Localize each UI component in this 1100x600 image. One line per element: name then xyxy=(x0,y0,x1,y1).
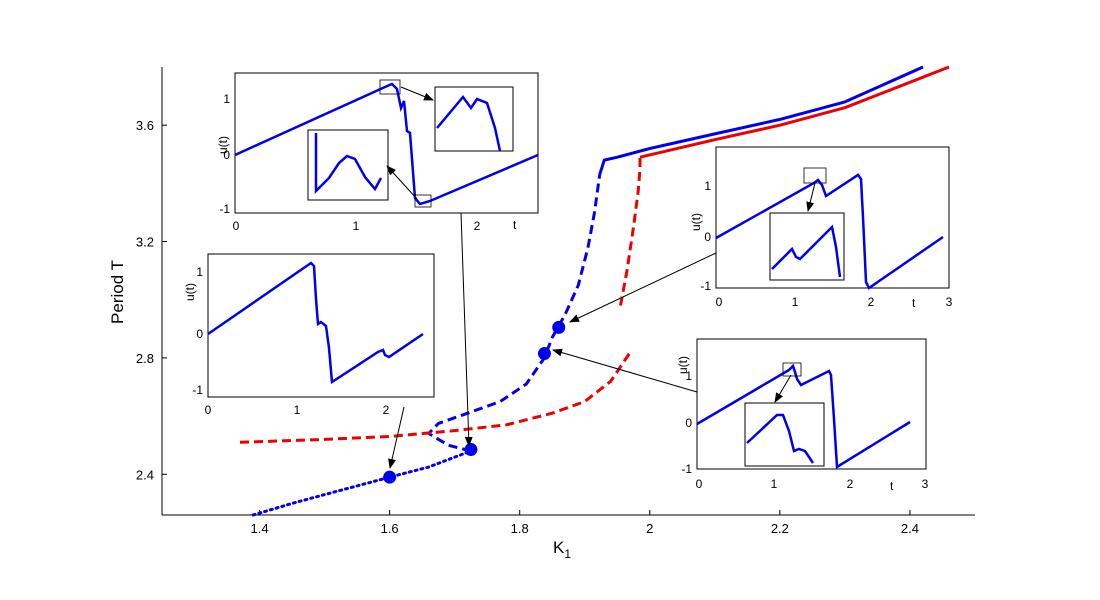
inset-c-xtick-0: 0 xyxy=(716,295,723,309)
solution-marker xyxy=(464,443,478,457)
x-ticks: 1.4 1.6 1.8 2 2.2 2.4 xyxy=(251,510,919,536)
x-tick-label: 2 xyxy=(646,521,653,536)
y-ticks: 2.4 2.8 3.2 3.6 xyxy=(136,118,167,482)
inset-b-ytick-1: 1 xyxy=(196,265,203,279)
red-dashed-branch-4 xyxy=(619,157,642,306)
inset-c-ytick-1: 1 xyxy=(704,179,711,193)
arrow-inset-c xyxy=(569,252,717,323)
inset-d-zoom xyxy=(744,402,825,467)
inset-b-ytick-0: 0 xyxy=(196,327,203,341)
blue-dotted-branch-0 xyxy=(251,449,473,517)
arrow-inset-a xyxy=(460,212,473,447)
inset-d-xtick-2: 2 xyxy=(847,477,854,491)
inset-c-zoom xyxy=(769,212,845,281)
y-tick-label: 2.8 xyxy=(136,351,154,366)
inset-a-ytick-0: 0 xyxy=(223,148,230,162)
x-tick-label: 1.8 xyxy=(511,521,529,536)
inset-a-ytick-m1: -1 xyxy=(219,202,230,216)
inset-c-xtick-1: 1 xyxy=(792,295,799,309)
inset-d-ylabel: u(t) xyxy=(676,356,690,374)
inset-a-xtick-1: 1 xyxy=(353,219,360,233)
inset-a-zoom-1-arrow xyxy=(400,86,434,101)
inset-b-frame xyxy=(207,253,435,398)
inset-a-zoom-1-frame xyxy=(434,86,514,152)
inset-d-ytick-0: 0 xyxy=(685,416,692,430)
inset-d-curve xyxy=(696,363,911,470)
inset-a-zoom-2 xyxy=(307,129,389,201)
arrow-inset-d xyxy=(552,348,698,393)
inset-a-xlabel: t xyxy=(513,218,517,232)
inset-d-xlabel: t xyxy=(890,479,894,493)
inset-a-zoom-1-curve xyxy=(436,94,502,152)
inset-d-ytick-1: 1 xyxy=(685,369,692,383)
x-axis-label-main: K xyxy=(553,538,565,557)
curves xyxy=(239,65,950,517)
inset-c-curve xyxy=(715,173,944,290)
inset-b-xtick-2: 2 xyxy=(383,403,390,417)
inset-a-zoom-2-curve xyxy=(314,133,383,195)
inset-a-ylabel: u(t) xyxy=(216,136,230,154)
inset-a-zoom-box-2 xyxy=(414,194,432,208)
solution-marker xyxy=(552,320,566,334)
blue-solid-branch-2 xyxy=(598,65,924,176)
inset-b: u(t) 1 0 -1 0 1 2 xyxy=(183,253,435,417)
inset-b-ytick-m1: -1 xyxy=(192,383,203,397)
inset-c-zoom-frame xyxy=(769,212,845,281)
inset-d-xtick-1: 1 xyxy=(771,477,778,491)
inset-a-zoom-2-arrow xyxy=(386,165,418,200)
inset-a-xtick-0: 0 xyxy=(233,219,240,233)
solution-marker xyxy=(383,470,397,484)
inset-d-zoom-arrow xyxy=(774,374,792,403)
inset-c-zoom-arrow xyxy=(806,182,816,212)
inset-a-xtick-2: 2 xyxy=(474,219,481,233)
y-tick-label: 2.4 xyxy=(136,467,154,482)
inset-d-zoom-frame xyxy=(744,402,825,467)
pointer-arrows xyxy=(388,212,717,469)
solution-marker xyxy=(537,347,551,361)
inset-d-xtick-0: 0 xyxy=(696,477,703,491)
x-axis-label: K1 xyxy=(553,538,571,561)
inset-c-xtick-2: 2 xyxy=(868,295,875,309)
inset-b-curve xyxy=(207,261,424,385)
arrow-inset-b xyxy=(388,406,405,469)
x-tick-label: 1.6 xyxy=(381,521,399,536)
inset-a-zoom-1 xyxy=(434,86,514,152)
y-axis-label: Period T xyxy=(108,260,127,324)
red-dashed-branch-3 xyxy=(239,351,632,444)
inset-d-xtick-3: 3 xyxy=(922,477,929,491)
x-tick-label: 2.2 xyxy=(771,521,789,536)
inset-d-zoom-box xyxy=(782,362,802,377)
inset-d-ytick-m1: -1 xyxy=(681,462,692,476)
x-tick-label: 1.4 xyxy=(251,521,269,536)
x-axis-label-subscript: 1 xyxy=(564,547,571,561)
inset-c-ylabel: u(t) xyxy=(689,213,703,231)
y-tick-label: 3.2 xyxy=(136,235,154,250)
inset-b-xtick-1: 1 xyxy=(294,403,301,417)
red-solid-branch-5 xyxy=(639,65,950,159)
inset-c: u(t) t 1 0 -1 0 1 2 3 xyxy=(689,146,953,310)
inset-c-xtick-3: 3 xyxy=(946,295,953,309)
inset-a: u(t) t 1 0 -1 0 1 2 xyxy=(216,72,539,233)
inset-c-zoom-curve xyxy=(771,224,842,278)
inset-c-xlabel: t xyxy=(912,296,916,310)
x-tick-label: 2.4 xyxy=(901,521,919,536)
blue-dashed-branch-1 xyxy=(427,174,602,453)
main-axes: 1.4 1.6 1.8 2 2.2 2.4 2.4 2.8 3.2 3.6 xyxy=(136,67,975,536)
inset-a-ytick-1: 1 xyxy=(223,92,230,106)
inset-d-zoom-curve xyxy=(746,413,815,464)
inset-a-curve xyxy=(234,82,539,206)
inset-a-zoom-box xyxy=(379,79,401,95)
inset-c-ytick-0: 0 xyxy=(704,230,711,244)
markers xyxy=(383,320,566,484)
y-tick-label: 3.6 xyxy=(136,118,154,133)
inset-b-ylabel: u(t) xyxy=(183,283,197,301)
inset-b-xtick-0: 0 xyxy=(205,403,212,417)
inset-d: u(t) t 1 0 -1 0 1 2 3 xyxy=(676,338,929,493)
inset-c-ytick-m1: -1 xyxy=(700,279,711,293)
